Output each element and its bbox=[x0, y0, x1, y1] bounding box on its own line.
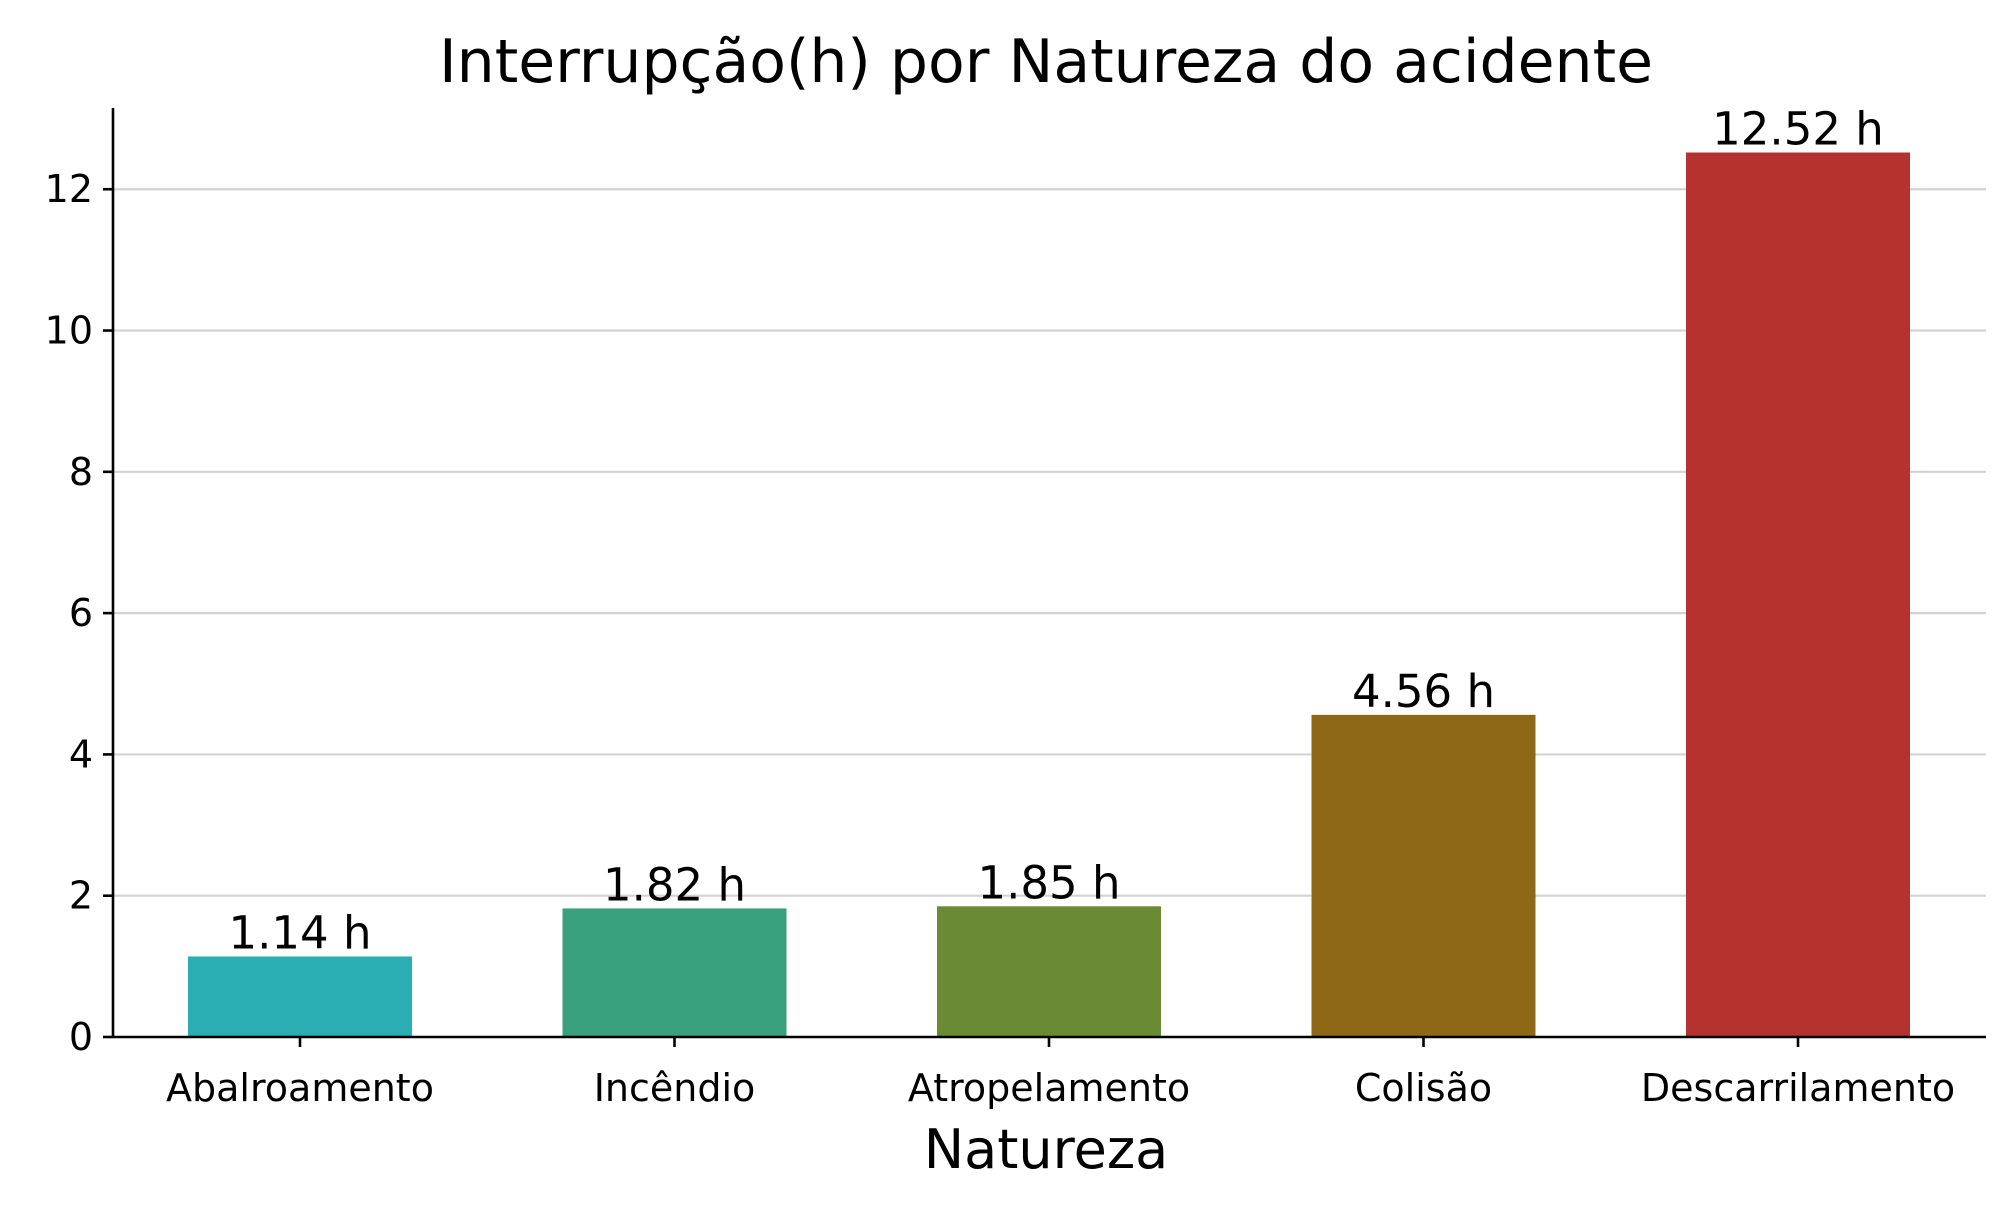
x-tick-label: Abalroamento bbox=[166, 1066, 434, 1110]
bar-value-label: 1.85 h bbox=[977, 856, 1120, 909]
bar-value-label: 1.14 h bbox=[228, 906, 371, 959]
y-tick-label: 2 bbox=[69, 874, 93, 918]
x-tick-label: Atropelamento bbox=[908, 1066, 1190, 1110]
y-tick-label: 10 bbox=[45, 309, 93, 353]
bar bbox=[1312, 715, 1536, 1037]
bar bbox=[563, 908, 787, 1037]
y-axis-ticks: 0 2 4 6 8 10 12 bbox=[45, 167, 113, 1059]
bar bbox=[1686, 153, 1910, 1037]
x-tick-label: Colisão bbox=[1355, 1066, 1492, 1110]
x-axis-title: Natureza bbox=[924, 1118, 1169, 1181]
chart-title: Interrupção(h) por Natureza do acidente bbox=[439, 27, 1653, 97]
y-tick-label: 0 bbox=[69, 1015, 93, 1059]
bar-value-label: 12.52 h bbox=[1712, 103, 1884, 156]
y-tick-label: 12 bbox=[45, 167, 93, 211]
y-tick-label: 8 bbox=[69, 450, 93, 494]
bar-value-label: 4.56 h bbox=[1352, 665, 1495, 718]
bar bbox=[188, 956, 412, 1037]
x-axis-ticks: Abalroamento Incêndio Atropelamento Colisão… bbox=[166, 1037, 1955, 1110]
x-tick-label: Descarrilamento bbox=[1641, 1066, 1955, 1110]
bar bbox=[937, 906, 1161, 1037]
x-tick-label: Incêndio bbox=[594, 1066, 756, 1110]
y-tick-label: 6 bbox=[69, 591, 93, 635]
value-labels: 1.14 h 1.82 h 1.85 h 4.56 h 12.52 h bbox=[228, 103, 1883, 960]
bar-value-label: 1.82 h bbox=[603, 858, 746, 911]
y-tick-label: 4 bbox=[69, 732, 93, 776]
